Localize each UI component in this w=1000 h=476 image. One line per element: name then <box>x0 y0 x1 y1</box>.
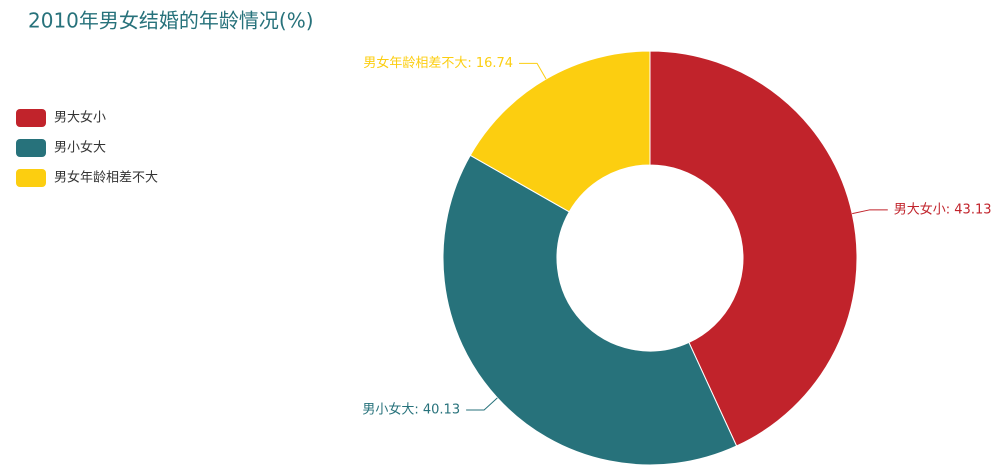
data-label: 男小女大: 40.13 <box>362 402 460 418</box>
legend-label[interactable]: 男女年龄相差不大 <box>54 170 158 186</box>
leader-line <box>519 62 547 80</box>
data-label: 男女年龄相差不大: 16.74 <box>363 55 513 71</box>
chart-title: 2010年男女结婚的年龄情况(%) <box>28 9 314 33</box>
slice <box>649 50 858 447</box>
leader-line <box>466 397 498 411</box>
legend-swatch[interactable] <box>16 169 46 187</box>
leader-line <box>852 209 888 215</box>
legend-label[interactable]: 男大女小 <box>54 110 106 126</box>
data-label: 男大女小: 43.13 <box>894 201 992 217</box>
legend-swatch[interactable] <box>16 109 46 127</box>
slice <box>469 50 651 213</box>
slice <box>442 154 738 466</box>
legend-label[interactable]: 男小女大 <box>54 140 106 156</box>
legend-swatch[interactable] <box>16 139 46 157</box>
